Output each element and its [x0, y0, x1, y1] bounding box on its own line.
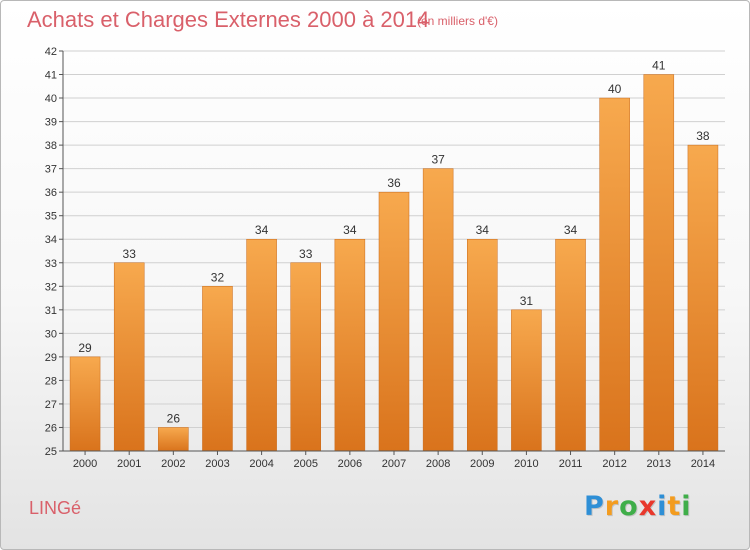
y-tick-label: 42	[45, 46, 57, 58]
place-name: LINGé	[29, 498, 82, 518]
logo-letter: t	[667, 491, 682, 522]
data-label-2007: 36	[387, 176, 401, 190]
x-tick-label-2003: 2003	[205, 458, 229, 470]
x-tick-label-2002: 2002	[161, 458, 185, 470]
label-layer: 25 26 27 28 29 30 31 32 33 34 35 36 37 38 39 40 41 42 29 20…	[45, 46, 715, 470]
x-tick-label-2009: 2009	[470, 458, 494, 470]
data-label-2004: 34	[255, 223, 269, 237]
y-tick-label: 39	[45, 117, 57, 129]
bar-2014	[687, 144, 719, 452]
y-tick-label: 29	[45, 352, 57, 364]
bar-2006	[334, 238, 366, 452]
y-tick-label: 26	[45, 422, 57, 434]
chart-title: Achats et Charges Externes 2000 à 2014	[27, 7, 430, 32]
logo-letter: i	[657, 491, 668, 522]
y-tick-label: 38	[45, 140, 57, 152]
logo-letter: r	[604, 491, 620, 522]
logo-letter: i	[681, 491, 692, 522]
y-tick-label: 37	[45, 164, 57, 176]
y-tick-label: 25	[45, 446, 57, 458]
bar-2004	[246, 238, 277, 452]
data-label-2001: 33	[123, 247, 137, 261]
x-tick-label-2000: 2000	[73, 458, 97, 470]
y-tick-label: 36	[45, 187, 57, 199]
bar-2011	[555, 238, 586, 452]
data-label-2009: 34	[476, 223, 490, 237]
x-tick-label-2007: 2007	[382, 458, 406, 470]
bar-2007	[378, 191, 410, 452]
y-tick-label: 31	[45, 305, 57, 317]
data-label-2005: 33	[299, 247, 313, 261]
y-tick-label: 35	[45, 211, 57, 223]
data-label-2003: 32	[211, 270, 225, 284]
bar-layer	[69, 74, 719, 452]
data-label-2010: 31	[520, 294, 534, 308]
y-tick-label: 30	[45, 328, 57, 340]
logo-letter: x	[638, 491, 658, 522]
bar-2005	[290, 262, 321, 452]
bar-2013	[643, 74, 675, 452]
x-tick-label-2012: 2012	[602, 458, 626, 470]
data-label-2000: 29	[78, 341, 92, 355]
bar-2010	[511, 309, 542, 452]
logo-letter: o	[619, 491, 639, 522]
chart-subtitle: (en milliers d'€)	[417, 14, 498, 28]
x-tick-label-2013: 2013	[647, 458, 671, 470]
x-tick-label-2010: 2010	[514, 458, 538, 470]
x-tick-label-2001: 2001	[117, 458, 141, 470]
bar-2001	[113, 262, 145, 452]
y-tick-label: 33	[45, 258, 57, 270]
data-label-2013: 41	[652, 59, 666, 73]
x-tick-label-2006: 2006	[338, 458, 362, 470]
y-tick-label: 34	[45, 234, 57, 246]
logo-letter: P	[584, 491, 605, 522]
bar-2008	[422, 168, 454, 452]
x-tick-label-2005: 2005	[293, 458, 317, 470]
bar-2009	[467, 238, 498, 452]
x-tick-label-2004: 2004	[249, 458, 273, 470]
data-label-2012: 40	[608, 82, 622, 96]
x-tick-label-2011: 2011	[559, 458, 583, 470]
bar-2003	[202, 286, 233, 452]
bar-2000	[69, 356, 101, 452]
data-label-2002: 26	[167, 411, 181, 425]
y-tick-label: 32	[45, 281, 57, 293]
axis-layer	[59, 50, 725, 455]
x-tick-label-2014: 2014	[691, 458, 715, 470]
proxiti-logo: Proxiti	[584, 491, 692, 522]
y-tick-label: 27	[45, 399, 57, 411]
data-label-2008: 37	[431, 153, 445, 167]
data-label-2014: 38	[696, 129, 710, 143]
x-tick-label-2008: 2008	[426, 458, 450, 470]
y-tick-label: 28	[45, 375, 57, 387]
y-tick-label: 40	[45, 93, 57, 105]
bar-2012	[599, 97, 630, 452]
y-tick-label: 41	[45, 70, 57, 82]
data-label-2006: 34	[343, 223, 357, 237]
data-label-2011: 34	[564, 223, 578, 237]
bar-2002	[158, 427, 189, 452]
